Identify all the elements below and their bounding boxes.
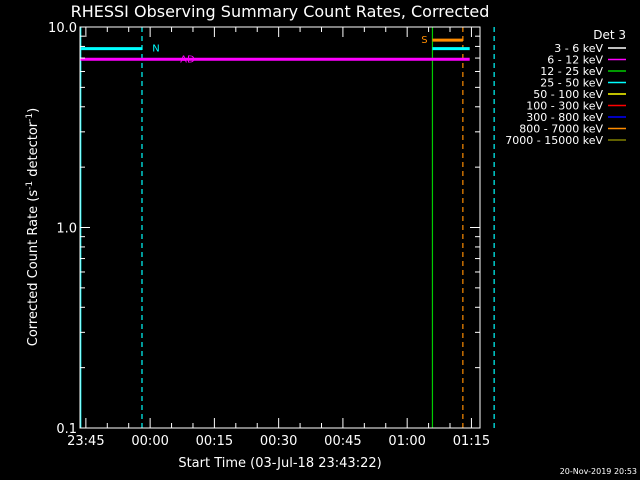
x-tick-label: 01:00 bbox=[388, 434, 425, 449]
legend-label: 25 - 50 keV bbox=[540, 77, 603, 90]
x-tick-label: 00:00 bbox=[131, 434, 168, 449]
legend-label: 12 - 25 keV bbox=[540, 65, 603, 78]
legend-label: 50 - 100 keV bbox=[533, 88, 603, 101]
x-tick-label: 00:45 bbox=[324, 434, 361, 449]
y-axis-label: Corrected Count Rate (s-1 detector-1) bbox=[25, 108, 41, 346]
annotation-label: S bbox=[421, 35, 427, 46]
y-axis-label-sup2: -1 bbox=[25, 113, 35, 122]
y-tick-label: 10.0 bbox=[48, 21, 77, 36]
legend-label: 7000 - 15000 keV bbox=[505, 134, 603, 147]
y-tick-label: 1.0 bbox=[56, 222, 77, 237]
chart-title: RHESSI Observing Summary Count Rates, Co… bbox=[71, 2, 490, 21]
legend-label: 300 - 800 keV bbox=[526, 111, 603, 124]
x-tick-label: 01:15 bbox=[453, 434, 490, 449]
y-axis-label-end: ) bbox=[26, 108, 41, 113]
x-axis: 23:45 00:00 00:15 00:30 00:45 01:00 01:15 bbox=[67, 27, 490, 449]
y-tick-label: 0.1 bbox=[56, 422, 77, 437]
plot-marks: N AD S bbox=[80, 27, 495, 428]
legend-title: Det 3 bbox=[593, 28, 626, 42]
annotation-label: N bbox=[152, 44, 159, 55]
x-tick-label: 23:45 bbox=[67, 434, 104, 449]
y-axis-label-mid: detector bbox=[26, 121, 41, 181]
x-tick-label: 00:15 bbox=[196, 434, 233, 449]
timestamp: 20-Nov-2019 20:53 bbox=[560, 467, 637, 476]
y-axis-label-sup1: -1 bbox=[25, 181, 35, 190]
legend-label: 3 - 6 keV bbox=[554, 42, 603, 55]
legend-label: 800 - 7000 keV bbox=[519, 123, 603, 136]
y-axis: 0.1 1.0 10.0 bbox=[48, 21, 480, 437]
annotation-label: AD bbox=[180, 54, 195, 65]
x-axis-label: Start Time (03-Jul-18 23:43:22) bbox=[178, 456, 381, 471]
legend-label: 6 - 12 keV bbox=[547, 54, 603, 67]
legend-label: 100 - 300 keV bbox=[526, 100, 603, 113]
x-tick-label: 00:30 bbox=[260, 434, 297, 449]
y-axis-label-main: Corrected Count Rate (s bbox=[26, 190, 41, 347]
